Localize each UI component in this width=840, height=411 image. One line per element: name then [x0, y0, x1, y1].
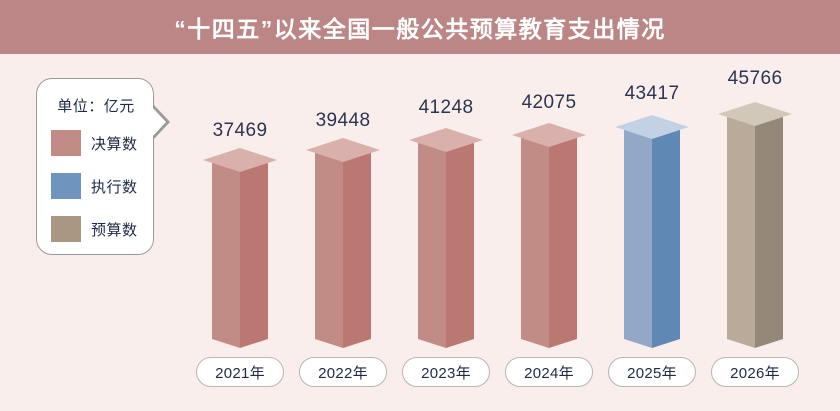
legend-unit-label: 单位：亿元	[57, 98, 135, 115]
bar-top-rhombus	[203, 148, 277, 172]
bar-top-face	[615, 115, 689, 139]
bar-column	[718, 102, 792, 348]
bar-value-label: 37469	[212, 120, 268, 141]
bar-column	[615, 115, 689, 348]
legend-item-label: 预算数	[91, 221, 138, 239]
bar-top-face	[306, 138, 380, 162]
bar-body	[521, 135, 577, 348]
bar-top-rhombus	[512, 123, 586, 147]
legend-item-final_accounts: 决算数	[51, 130, 138, 156]
bar-face-right	[446, 140, 474, 348]
bar-column	[409, 128, 483, 348]
bar-face-left	[727, 114, 755, 348]
bar-column	[203, 148, 277, 348]
bar-face-left	[624, 127, 652, 348]
year-axis-label: 2026年	[711, 357, 799, 387]
page-title: “十四五”以来全国一般公共预算教育支出情况	[174, 16, 666, 42]
chart-plot-area: 37469 39448 41248 42075 43417 45766 2021年 2022年…	[0, 54, 840, 411]
bar-face-right	[549, 135, 577, 348]
legend-item-label: 执行数	[91, 178, 138, 196]
bar-column	[512, 123, 586, 348]
bar-top-rhombus	[615, 115, 689, 139]
bar-top-face	[409, 128, 483, 152]
bar-body	[727, 114, 783, 348]
legend-item-label: 决算数	[91, 135, 138, 153]
year-axis-label: 2024年	[505, 357, 593, 387]
legend-swatch-icon	[51, 130, 81, 156]
bar-face-right	[240, 160, 268, 348]
bar-face-left	[212, 160, 240, 348]
bar-value-label: 45766	[727, 68, 783, 89]
chart-legend: 单位：亿元 决算数执行数预算数	[36, 78, 154, 255]
bar-face-left	[418, 140, 446, 348]
bar-face-left	[521, 135, 549, 348]
bar-value-label: 41248	[418, 97, 474, 118]
bar-face-left	[315, 150, 343, 348]
bar-top-face	[203, 148, 277, 172]
legend-item-budget: 预算数	[51, 216, 138, 242]
bar-value-label: 39448	[315, 110, 371, 131]
legend-item-execution: 执行数	[51, 173, 138, 199]
bar-body	[212, 160, 268, 348]
bar-face-right	[343, 150, 371, 348]
legend-swatch-icon	[51, 173, 81, 199]
bar-face-right	[652, 127, 680, 348]
bar-top-rhombus	[718, 102, 792, 126]
year-axis-label: 2022年	[299, 357, 387, 387]
year-axis-label: 2025年	[608, 357, 696, 387]
bar-value-label: 42075	[521, 92, 577, 113]
legend-bubble-tail	[151, 106, 166, 138]
bar-column	[306, 138, 380, 348]
bar-top-rhombus	[306, 138, 380, 162]
bar-value-label: 43417	[624, 83, 680, 104]
year-axis-label: 2021年	[196, 357, 284, 387]
bar-body	[315, 150, 371, 348]
bar-body	[418, 140, 474, 348]
bar-top-face	[718, 102, 792, 126]
bar-face-right	[755, 114, 783, 348]
legend-swatch-icon	[51, 216, 81, 242]
chart-title-bar: “十四五”以来全国一般公共预算教育支出情况	[0, 0, 840, 54]
year-axis-label: 2023年	[402, 357, 490, 387]
bar-top-face	[512, 123, 586, 147]
bar-top-rhombus	[409, 128, 483, 152]
bar-body	[624, 127, 680, 348]
